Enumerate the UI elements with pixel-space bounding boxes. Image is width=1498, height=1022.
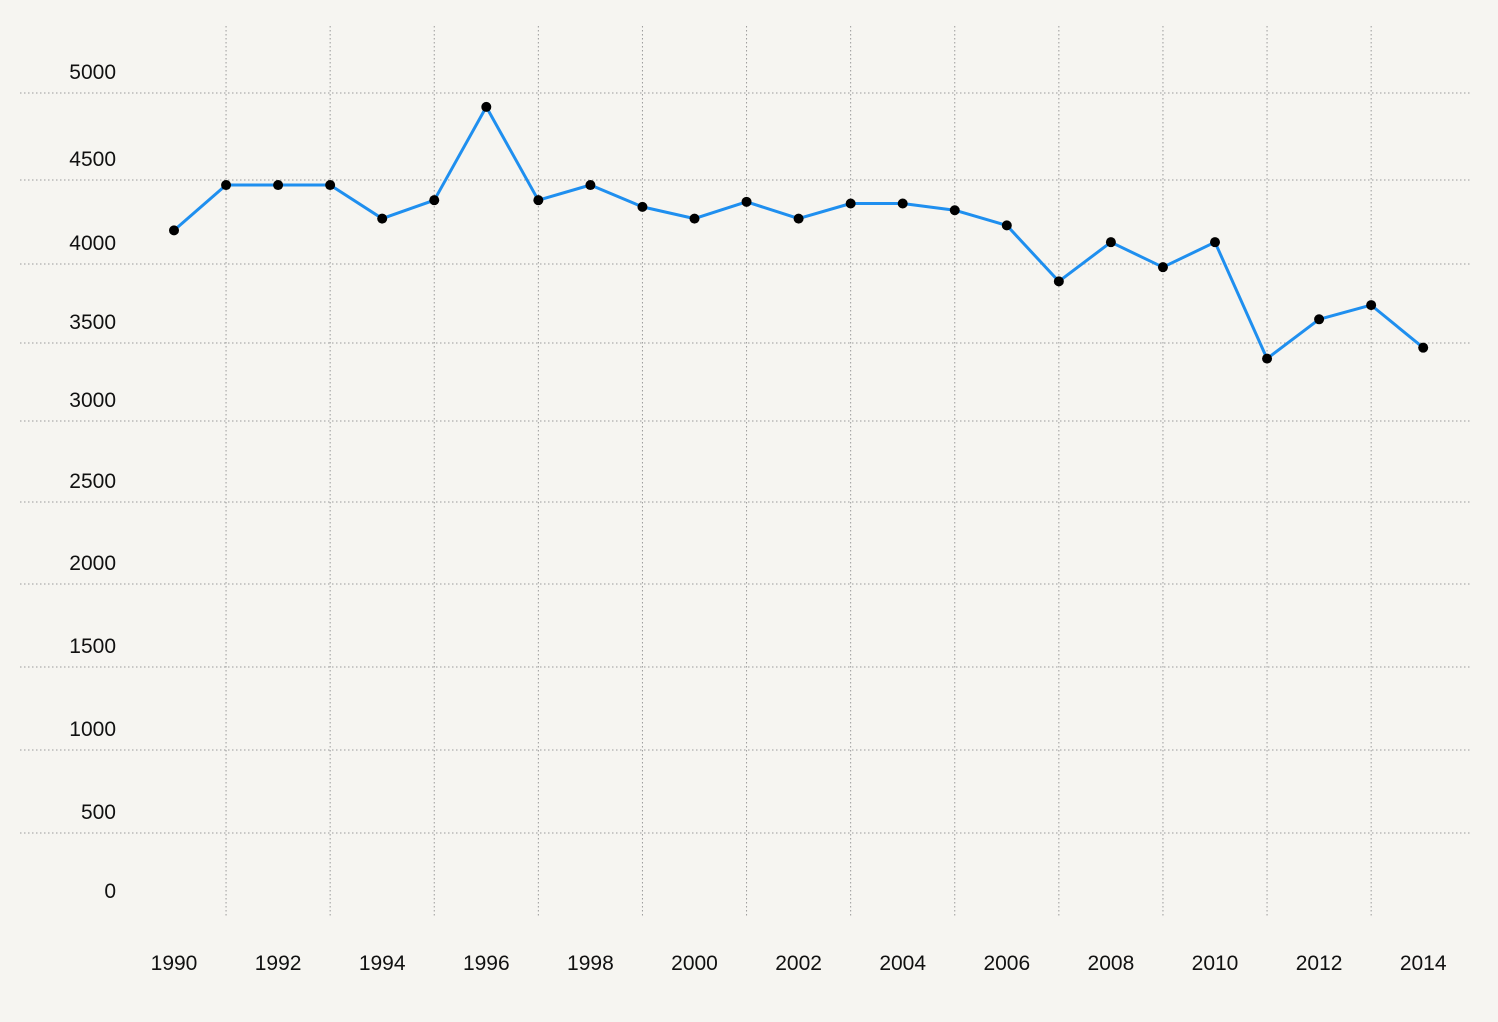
data-point <box>1314 314 1325 325</box>
y-tick-label: 4500 <box>69 148 116 171</box>
data-point <box>793 213 804 224</box>
x-tick-label: 2010 <box>1192 952 1239 975</box>
data-point <box>1105 237 1116 248</box>
x-tick-label: 2012 <box>1296 952 1343 975</box>
x-tick-label: 1996 <box>463 952 510 975</box>
x-tick-label: 1994 <box>359 952 406 975</box>
y-axis-ticks: 0 500 1000 1500 2000 2500 3000 3500 4000 4500 5000 <box>69 61 116 903</box>
y-tick-label: 3500 <box>69 311 116 334</box>
data-point <box>1210 237 1220 248</box>
x-tick-label: 1990 <box>151 952 198 975</box>
data-point <box>1262 353 1273 364</box>
x-tick-label: 2014 <box>1400 952 1447 975</box>
y-tick-label: 500 <box>81 801 116 824</box>
x-tick-label: 2006 <box>983 952 1030 975</box>
y-tick-label: 5000 <box>69 61 116 84</box>
data-point <box>741 196 752 207</box>
data-point <box>533 195 544 206</box>
x-tick-label: 2008 <box>1088 952 1135 975</box>
data-point <box>1157 262 1168 273</box>
data-point <box>585 180 596 191</box>
y-tick-label: 2000 <box>69 552 116 575</box>
data-point <box>1366 300 1377 311</box>
x-tick-label: 1992 <box>255 952 302 975</box>
y-tick-label: 2500 <box>69 470 116 493</box>
data-point <box>273 180 284 191</box>
data-point <box>325 180 336 191</box>
data-point <box>637 201 648 212</box>
y-tick-label: 0 <box>104 880 116 903</box>
data-point <box>1001 220 1012 231</box>
y-tick-label: 1000 <box>69 718 116 741</box>
x-tick-label: 2002 <box>775 952 822 975</box>
x-axis-ticks: 1990 1992 1994 1996 1998 2000 2002 2004 2006 2008… <box>151 952 1447 975</box>
data-point <box>169 225 179 236</box>
data-point <box>377 213 388 224</box>
grid <box>20 26 1472 916</box>
x-tick-label: 2004 <box>879 952 926 975</box>
y-tick-label: 1500 <box>69 635 116 658</box>
data-point <box>429 195 440 206</box>
data-point <box>845 198 856 209</box>
series-line <box>173 105 1425 361</box>
data-point <box>1418 342 1429 353</box>
data-point <box>897 198 908 209</box>
data-point <box>221 180 232 191</box>
y-tick-label: 4000 <box>69 232 116 255</box>
data-point <box>949 205 960 216</box>
data-point <box>481 101 492 112</box>
data-point <box>1053 276 1064 287</box>
y-tick-label: 3000 <box>69 389 116 412</box>
data-points <box>169 101 1429 364</box>
data-point <box>689 213 700 224</box>
x-tick-label: 2000 <box>671 952 718 975</box>
x-tick-label: 1998 <box>567 952 614 975</box>
